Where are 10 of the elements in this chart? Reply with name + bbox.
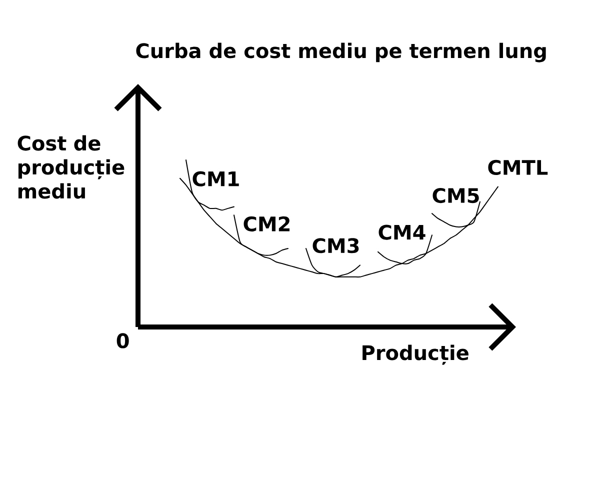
x-axis-title: Producție (362, 344, 468, 365)
series-label: CM5 (432, 188, 479, 204)
y-axis-title: Cost de producție mediu (18, 135, 124, 199)
series-label: CM1 (192, 171, 239, 186)
text: 0 (116, 333, 129, 348)
series-label: CMTL (488, 160, 548, 175)
chart-title: Curba de cost mediu pe termen lung (136, 42, 546, 62)
series-label: CM4 (378, 224, 426, 240)
series-label: CM2 (244, 216, 290, 232)
series-label: CM3 (312, 238, 359, 254)
